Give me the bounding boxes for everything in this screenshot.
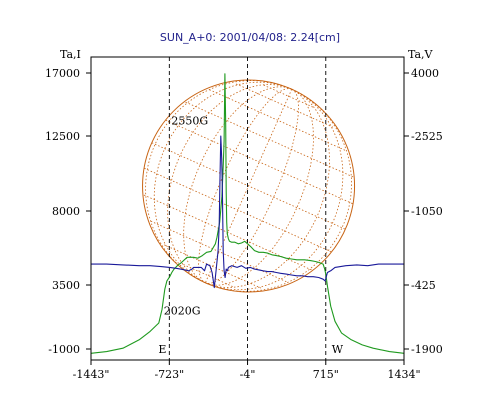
longitude-line — [198, 88, 292, 284]
y-right-tick-label: -1900 — [411, 343, 443, 356]
chart-title: SUN_A+0: 2001/04/08: 2.24[cm] — [160, 31, 340, 44]
latitude-line — [263, 84, 314, 108]
marker-label: E — [158, 343, 166, 356]
longitude-line — [205, 88, 299, 284]
latitude-line — [185, 101, 354, 178]
axis-ticks: -1443" -723" -4" 715" 1434" 17000 12500 8000 350… — [45, 67, 443, 381]
left-axis-label: Ta,I — [60, 48, 81, 61]
solar-disk-grid — [142, 79, 356, 293]
x-tick-label: 1434" — [387, 368, 420, 381]
right-axis-label: Ta,V — [408, 48, 434, 61]
series-layer — [90, 73, 405, 354]
series-line-1 — [91, 135, 404, 289]
y-left-tick-label: 17000 — [45, 67, 80, 80]
annotations: 2550G 2020G — [164, 114, 208, 317]
y-right-tick-label: -2525 — [411, 130, 443, 143]
y-left-tick-label: -1000 — [48, 343, 80, 356]
y-right-tick-label: -425 — [411, 279, 436, 292]
longitude-line — [167, 84, 292, 284]
x-tick-label: 715" — [313, 368, 339, 381]
latitude-line — [183, 264, 234, 288]
longitude-line — [205, 88, 352, 292]
y-left-tick-label: 3500 — [52, 279, 80, 292]
latitude-line — [164, 244, 262, 289]
latitude-line — [143, 194, 312, 271]
longitude-line — [145, 80, 292, 284]
marker-label: W — [332, 343, 344, 356]
x-tick-label: -723" — [154, 368, 184, 381]
x-tick-label: -4" — [240, 368, 256, 381]
latitude-line — [165, 119, 354, 204]
solar-limb-circle — [142, 79, 356, 293]
annotation-label: 2550G — [171, 114, 208, 127]
y-right-tick-label: 4000 — [411, 67, 439, 80]
y-left-tick-label: 8000 — [52, 205, 80, 218]
longitude-line — [205, 88, 344, 291]
series-line-0 — [90, 73, 405, 354]
latitude-line — [144, 167, 332, 253]
latitude-line — [150, 220, 288, 283]
x-tick-label: -1443" — [73, 368, 110, 381]
longitude-line — [205, 88, 330, 288]
annotation-label: 2020G — [164, 305, 201, 318]
y-left-tick-label: 12500 — [45, 130, 80, 143]
longitude-line — [205, 88, 293, 284]
y-right-tick-label: -1050 — [411, 205, 443, 218]
